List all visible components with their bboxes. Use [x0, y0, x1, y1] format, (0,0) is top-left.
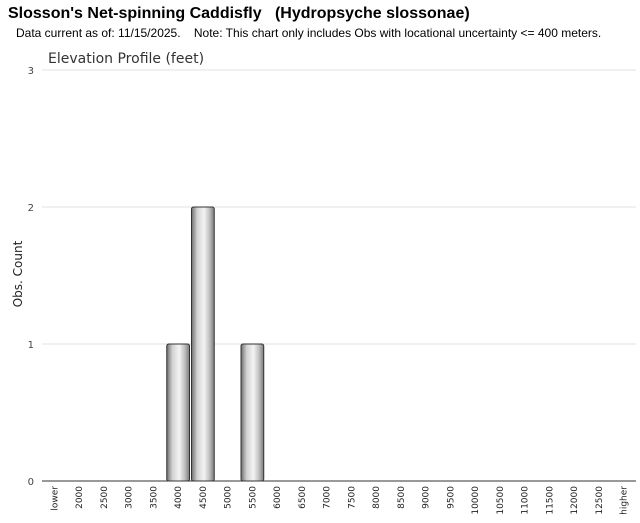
- x-tick-label: 10500: [496, 486, 506, 515]
- y-tick-label: 2: [28, 203, 34, 214]
- x-tick-label: 11500: [545, 486, 555, 515]
- x-tick-label: 11000: [521, 486, 531, 515]
- x-tick-label: 2000: [75, 486, 85, 509]
- chart-title: Elevation Profile (feet): [48, 51, 204, 67]
- y-tick-label: 0: [28, 477, 34, 488]
- x-tick-label: higher: [620, 486, 630, 515]
- x-tick-label: 7000: [323, 486, 333, 509]
- y-axis-label: Obs. Count: [11, 240, 25, 307]
- x-tick-label: 4000: [174, 486, 184, 509]
- bars: [166, 206, 265, 482]
- page-title: Slosson's Net-spinning Caddisfly (Hydrop…: [8, 5, 470, 22]
- x-tick-label: 5500: [248, 486, 258, 509]
- bar-4500: [191, 206, 215, 482]
- x-tick-label: 8000: [372, 486, 382, 509]
- x-tick-label: 2500: [100, 486, 110, 509]
- x-tick-label: 6000: [273, 486, 283, 509]
- bar-5500: [240, 343, 265, 482]
- y-tick-labels: 0 1 2 3: [28, 66, 34, 488]
- data-note: Data current as of: 11/15/2025. Note: Th…: [16, 26, 602, 40]
- x-tick-label: 3500: [149, 486, 159, 509]
- x-tick-label: 3000: [125, 486, 135, 509]
- x-tick-label: 6500: [298, 486, 308, 509]
- x-tick-label: 9500: [446, 486, 456, 509]
- gridlines: [42, 69, 636, 345]
- x-tick-labels: lower 2000 2500 3000 3500 4000 4500 5000 5500 600…: [50, 486, 629, 515]
- x-tick-label: lower: [50, 486, 60, 511]
- x-tick-label: 7500: [347, 486, 357, 509]
- x-tick-label: 4500: [199, 486, 209, 509]
- y-tick-label: 1: [28, 340, 34, 351]
- x-tick-label: 12000: [570, 486, 580, 515]
- y-tick-label: 3: [28, 66, 34, 77]
- x-tick-label: 5000: [224, 486, 234, 509]
- x-tick-label: 8500: [397, 486, 407, 509]
- bar-4000: [166, 343, 190, 482]
- x-tick-label: 12500: [595, 486, 605, 515]
- x-tick-label: 10000: [471, 486, 481, 515]
- x-tick-label: 9000: [422, 486, 432, 509]
